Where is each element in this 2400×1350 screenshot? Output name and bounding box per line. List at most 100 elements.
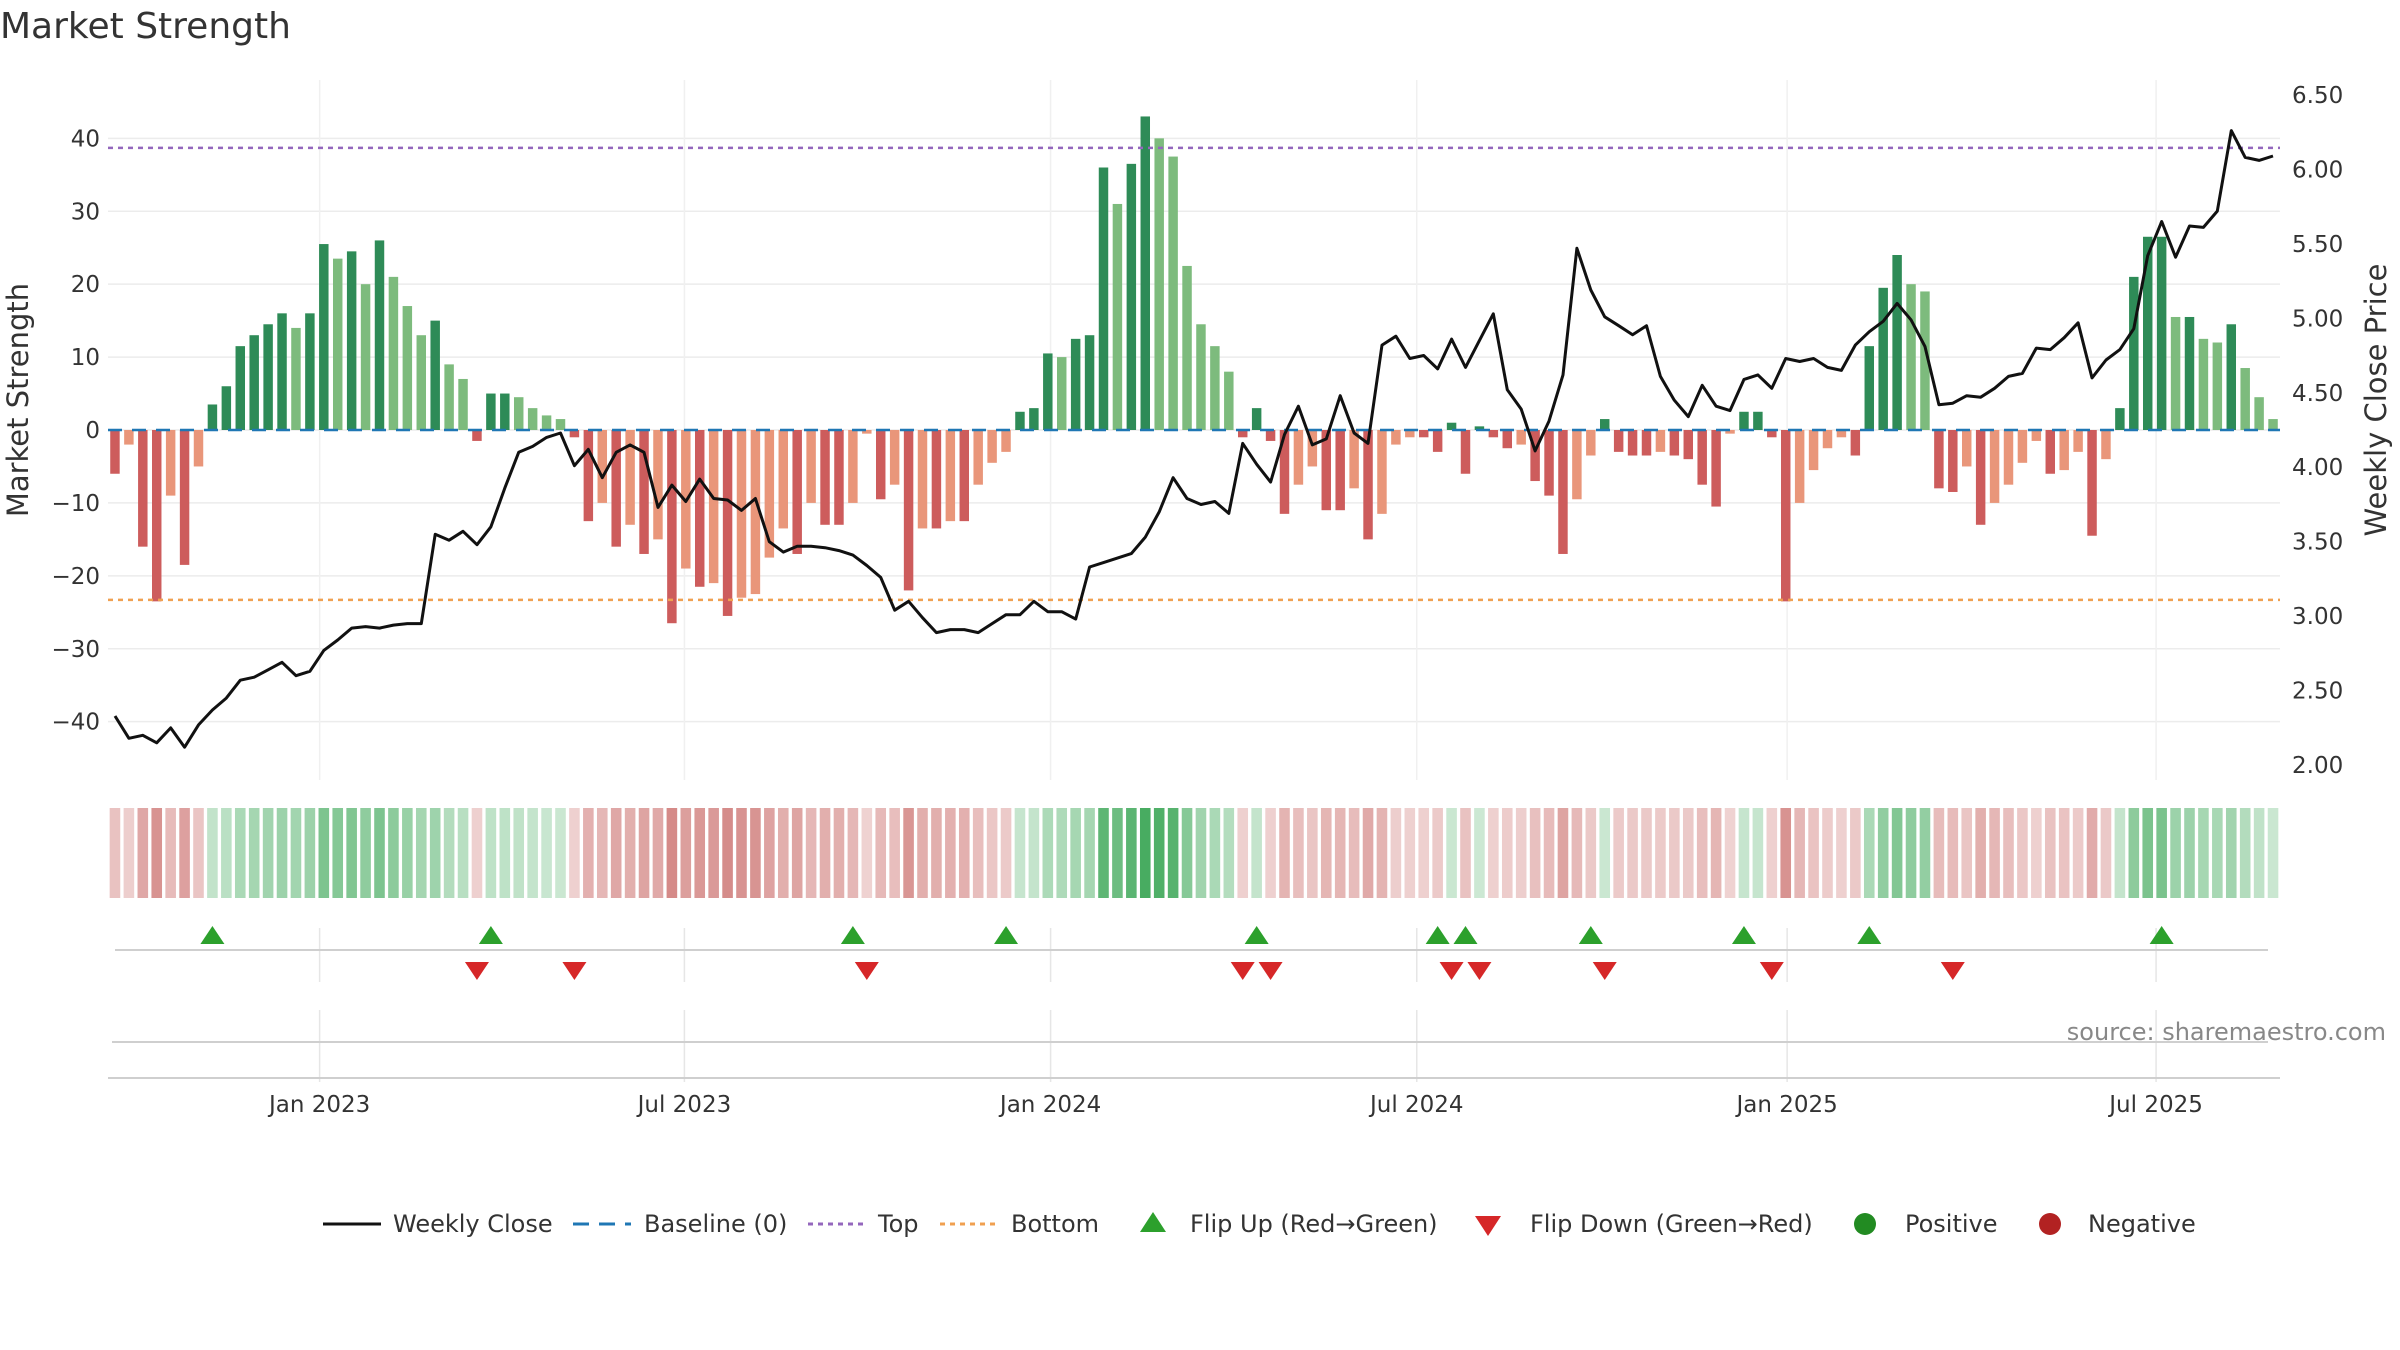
heat-cell [1070,808,1081,898]
heat-cell [1223,808,1235,898]
strength-bar [2129,276,2139,430]
strength-bar [1321,430,1332,511]
strength-bar [472,430,482,441]
strength-bar [249,335,259,430]
strength-bar [1599,419,1610,430]
heat-cell [2031,808,2042,898]
heat-cell [1042,808,1054,898]
heat-cell [304,808,316,898]
heat-cell [1780,808,1792,898]
strength-bar [1015,411,1025,430]
flip-up-marker [1453,926,1478,944]
flip-up-marker [994,926,1019,944]
heat-cell [1084,808,1095,898]
heat-cell [1390,808,1402,898]
heat-cell [736,808,747,898]
strength-bar [1140,116,1151,430]
heat-cell [1766,808,1778,898]
strength-bar [945,430,956,522]
heat-cell [415,808,427,898]
heat-cell [638,808,650,898]
strength-bar [1210,346,1220,430]
heat-cell [764,808,775,898]
heat-cell [624,808,636,898]
flip-up-marker [840,926,865,944]
heat-cell [1724,808,1736,898]
grid-layer [108,80,2280,1082]
strength-bar [1641,430,1652,456]
heat-cell [1376,808,1388,898]
strength-bar [2198,338,2209,430]
heat-cell [2100,808,2112,898]
strength-bar [458,378,468,430]
strength-bar [1739,411,1749,430]
right-tick-label: 2.00 [2292,753,2343,779]
heat-cell [1836,808,1847,898]
strength-bar [2142,236,2153,430]
heat-cell [1056,808,1068,898]
strength-bar [1822,430,1833,449]
strength-bar [179,430,190,565]
heat-cell [137,808,149,898]
strength-bar [1237,430,1248,438]
strength-bar [263,324,273,430]
heat-cell [1669,808,1680,898]
strength-bar [917,430,928,529]
heat-cell [165,808,176,898]
strength-bar [1892,255,1902,430]
heat-cell [1613,808,1624,898]
strength-bar [1098,167,1109,430]
legend-label: Top [877,1210,919,1238]
strength-bar [959,430,970,522]
heat-cell [527,808,538,898]
strength-heat-strip [109,808,2279,898]
heat-cell [471,808,483,898]
strength-bar [1293,430,1304,485]
heat-cell [861,808,873,898]
heat-cell [2184,808,2195,898]
flip-up-marker [1578,926,1603,944]
heat-cell [360,808,371,898]
strength-bar [1697,430,1707,485]
strength-bar [1502,430,1513,449]
strength-bar [430,320,440,430]
strength-bar [1934,430,1944,489]
heat-cell [2239,808,2251,898]
right-tick-label: 3.00 [2292,604,2343,630]
strength-bar [2226,324,2237,430]
strength-bar [319,244,329,430]
heat-cell [1460,808,1471,898]
strength-bar [2003,430,2014,485]
heat-cell [1195,808,1207,898]
heat-cell [986,808,998,898]
heat-cell [1139,808,1151,898]
heat-cell [485,808,497,898]
legend-label: Baseline (0) [644,1210,787,1238]
heat-cell [1627,808,1638,898]
heat-cell [583,808,594,898]
strength-bar [486,393,496,430]
right-tick-label: 4.50 [2292,381,2343,407]
legend-label: Negative [2088,1210,2196,1238]
heat-cell [151,808,163,898]
heat-cell [1279,808,1290,898]
heat-cell [1961,808,1973,898]
strength-bar [1516,430,1526,445]
strength-bar [1460,430,1471,474]
left-tick-label: −20 [51,564,100,590]
heat-cell [1320,808,1332,898]
heat-cell [290,808,302,898]
heat-cell [1446,808,1457,898]
strength-bar [346,251,357,430]
strength-bar [500,393,510,430]
strength-bar [875,430,886,500]
strength-bar [2031,430,2042,441]
strength-bar [513,397,524,430]
strength-bar [764,430,775,558]
strength-bar [1725,430,1735,434]
heat-cell [1209,808,1221,898]
heat-cell [1641,808,1652,898]
strength-bar [1836,430,1847,438]
heat-cell [2086,808,2098,898]
strength-bar [987,430,997,463]
